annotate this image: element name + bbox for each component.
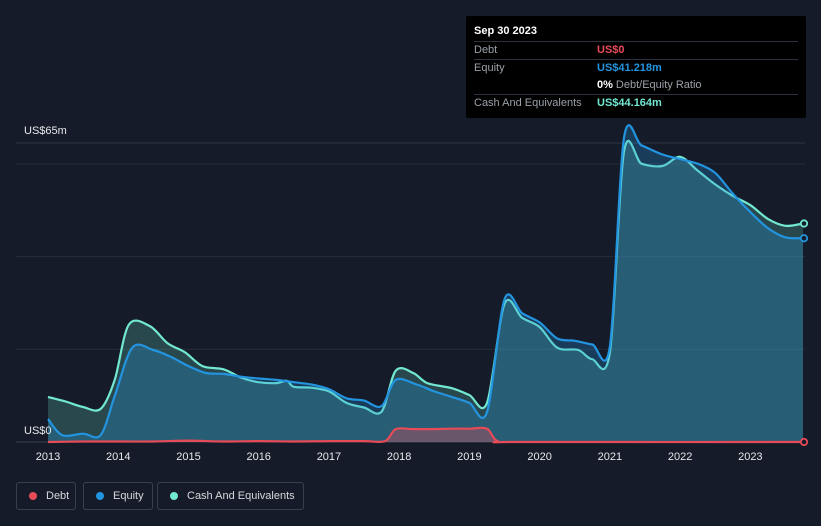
tooltip-debt-row: Debt US$0	[474, 41, 798, 59]
tooltip-equity-value: US$41.218m	[597, 62, 662, 74]
debt-legend-dot-icon	[29, 492, 37, 500]
equity-area	[48, 125, 803, 443]
tooltip-cash-value: US$44.164m	[597, 97, 662, 109]
debt-area	[48, 427, 803, 443]
debt-end-marker	[799, 437, 809, 447]
x-tick-2013: 2013	[36, 451, 60, 463]
series-end-markers	[799, 219, 809, 447]
tooltip-equity-label: Equity	[474, 62, 505, 74]
x-tick-2017: 2017	[317, 451, 341, 463]
equity-end-marker	[799, 234, 809, 243]
x-tick-2014: 2014	[106, 451, 130, 463]
legend-cash-label: Cash And Equivalents	[187, 490, 295, 502]
tooltip-cash-label: Cash And Equivalents	[474, 97, 582, 109]
x-tick-2019: 2019	[457, 451, 481, 463]
x-tick-2016: 2016	[246, 451, 270, 463]
tooltip-ratio-percent: 0%	[597, 79, 613, 91]
cash-legend-dot-icon	[170, 492, 178, 500]
tooltip-debt-label: Debt	[474, 44, 498, 56]
tooltip-debt-value: US$0	[597, 44, 625, 56]
legend-debt-label: Debt	[46, 490, 70, 502]
x-tick-2018: 2018	[387, 451, 411, 463]
data-tooltip: Sep 30 2023 Debt US$0 Equity US$41.218m …	[466, 16, 806, 118]
cash-line	[47, 140, 804, 415]
x-tick-2021: 2021	[598, 451, 622, 463]
cash-area	[48, 140, 803, 442]
debt-line	[47, 426, 804, 444]
tooltip-date: Sep 30 2023	[474, 25, 537, 37]
x-tick-2023: 2023	[738, 451, 762, 463]
tooltip-ratio-label: Debt/Equity Ratio	[615, 79, 702, 91]
x-tick-2020: 2020	[527, 451, 551, 463]
x-tick-2022: 2022	[668, 451, 692, 463]
tooltip-equity-row: Equity US$41.218m	[474, 59, 798, 77]
y-axis-bottom-label: US$0	[24, 425, 52, 437]
tooltip-cash-row: Cash And Equivalents US$44.164m	[474, 94, 798, 112]
equity-legend-dot-icon	[96, 492, 104, 500]
legend-equity-label: Equity	[113, 490, 144, 502]
x-tick-2015: 2015	[176, 451, 200, 463]
y-axis-top-label: US$65m	[24, 125, 67, 137]
legend-item-cash[interactable]: Cash And Equivalents	[157, 482, 304, 510]
tooltip-ratio-row: 0% Debt/Equity Ratio	[474, 77, 798, 94]
legend-item-debt[interactable]: Debt	[16, 482, 76, 510]
legend-item-equity[interactable]: Equity	[83, 482, 153, 510]
x-axis-ticks: 2013 2014 2015 2016 2017 2018 2019 2020 2021 2022…	[36, 451, 763, 463]
cash-end-marker	[799, 219, 809, 228]
equity-line	[47, 124, 804, 439]
series-areas	[47, 124, 804, 444]
